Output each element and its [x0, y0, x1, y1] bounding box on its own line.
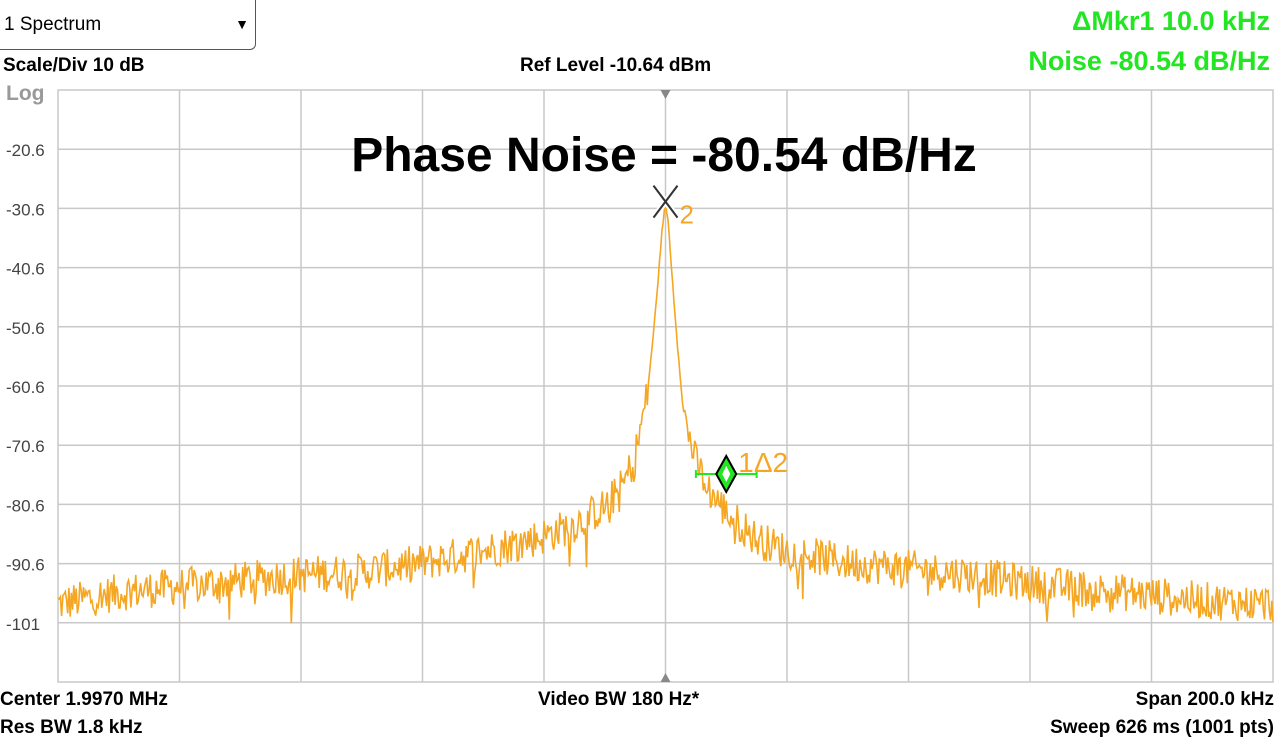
marker-label: 1Δ2: [738, 447, 788, 478]
video-bw-label: Video BW 180 Hz*: [538, 689, 700, 710]
marker-label: 2: [680, 200, 694, 230]
center-frequency-ticks: [660, 90, 671, 682]
marker-x-stroke: [652, 185, 679, 219]
noise-marker-readout: Noise -80.54 dB/Hz: [1028, 46, 1270, 76]
y-tick-label: -101: [6, 615, 40, 634]
y-tick-label: -90.6: [6, 556, 45, 575]
marker-diamond-center: [722, 465, 731, 482]
y-tick-label: -60.6: [6, 378, 45, 397]
trace-selector-dropdown[interactable]: 1 Spectrum ▼: [0, 0, 256, 50]
res-bw-label: Res BW 1.8 kHz: [0, 717, 143, 738]
y-tick-label: -80.6: [6, 496, 45, 515]
span-label: Span 200.0 kHz: [1135, 689, 1274, 710]
y-tick-label: -70.6: [6, 437, 45, 456]
marker-2-x-icon: [651, 183, 680, 220]
scale-type-label: Log: [6, 82, 44, 105]
y-tick-label: -40.6: [6, 260, 45, 279]
delta-marker-readout: ΔMkr1 10.0 kHz: [1071, 6, 1270, 36]
y-tick-label: -50.6: [6, 319, 45, 338]
chart-title: Phase Noise = -80.54 dB/Hz: [351, 129, 977, 182]
y-tick-label: -20.6: [6, 141, 45, 160]
center-tick-bottom: [660, 673, 671, 682]
center-tick-top: [660, 90, 671, 99]
scale-div-label: Scale/Div 10 dB: [3, 55, 145, 76]
chevron-down-icon: ▼: [235, 16, 249, 32]
sweep-label: Sweep 626 ms (1001 pts): [1050, 717, 1274, 738]
center-frequency-label: Center 1.9970 MHz: [0, 689, 168, 710]
trace-selector-value: 1 Spectrum: [4, 14, 102, 35]
ref-level-label: Ref Level -10.64 dBm: [520, 55, 712, 76]
markers: 2 1Δ2: [651, 183, 788, 495]
y-tick-label: -30.6: [6, 200, 45, 219]
y-axis-ticks: -20.6 -30.6 -40.6 -50.6 -60.6 -70.6 -80.6 -90.6…: [6, 141, 45, 634]
